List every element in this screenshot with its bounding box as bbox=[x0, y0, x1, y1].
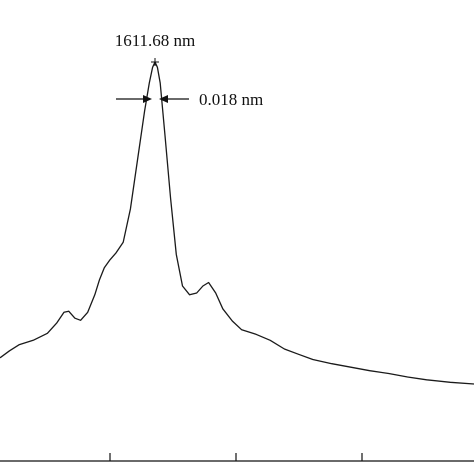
linewidth-label: 0.018 nm bbox=[199, 90, 263, 109]
right-arrow-head bbox=[158, 95, 168, 103]
left-arrow-head bbox=[142, 95, 152, 103]
x-axis bbox=[0, 453, 474, 462]
spectrum-series-line bbox=[0, 61, 474, 385]
linewidth-marker bbox=[115, 95, 189, 103]
x-axis-ticks bbox=[109, 453, 363, 461]
peak-marker bbox=[150, 58, 159, 66]
peak-wavelength-label: 1611.68 nm bbox=[115, 31, 196, 50]
